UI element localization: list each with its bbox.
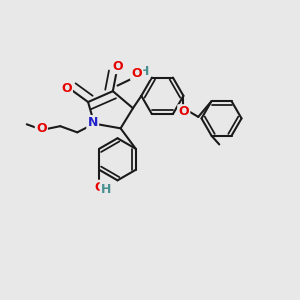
Text: O: O xyxy=(95,181,106,194)
Text: O: O xyxy=(178,105,189,119)
Text: O: O xyxy=(61,82,72,94)
Text: H: H xyxy=(101,182,111,196)
Text: H: H xyxy=(139,65,149,79)
Text: N: N xyxy=(88,116,98,129)
Text: O: O xyxy=(36,122,46,135)
Text: O: O xyxy=(113,60,123,73)
Text: O: O xyxy=(131,67,142,80)
